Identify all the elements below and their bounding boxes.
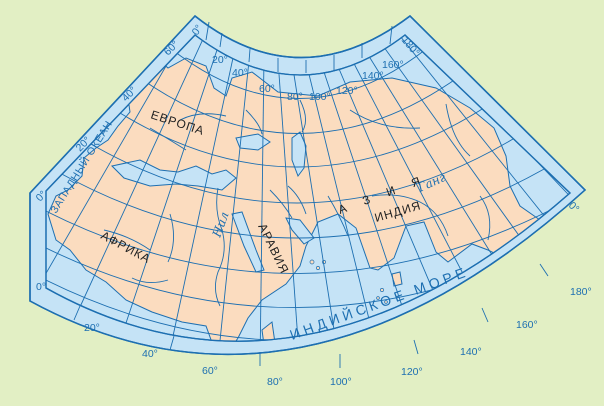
black-sea <box>235 133 271 151</box>
meridian-label-bottom: 20° <box>84 322 100 334</box>
meridian-label-bottom: 60° <box>202 365 218 377</box>
meridian-label-bottom: 180° <box>570 286 592 298</box>
river-nile <box>215 187 225 307</box>
meridian-label-top: 80° <box>287 91 303 103</box>
meridian-label-bottom: 40° <box>142 348 158 360</box>
meridian-label-top: 60° <box>259 83 275 95</box>
meridian-label-top: 160° <box>382 59 404 71</box>
mediterranean-sea <box>110 159 237 191</box>
parallel-label-left: 0° <box>36 281 46 293</box>
map-inner-border-top <box>45 34 571 342</box>
meridian-label-bottom: 140° <box>460 346 482 358</box>
meridian-label-bottom: 80° <box>267 376 283 388</box>
island-ceylon <box>391 271 403 287</box>
meridian-label-top: 140° <box>362 70 384 82</box>
island-sumatra <box>489 275 525 305</box>
river-ganges <box>371 194 449 237</box>
meridian-label-top: 100° <box>309 91 331 103</box>
rivers <box>103 99 491 307</box>
map-outer-border-top <box>29 14 587 355</box>
frame-ticks <box>73 21 549 368</box>
meridian-label-bottom: 100° <box>330 376 352 388</box>
meridian-label-bottom: 120° <box>401 366 423 378</box>
meridian-label-bottom: 160° <box>516 319 538 331</box>
meridian-labels-bottom: 20° 40° 60° 80° 100° 120° 140° 160° 180° <box>84 286 592 388</box>
caspian-sea <box>291 131 307 178</box>
red-sea <box>231 211 265 273</box>
meridian-label-top: 20° <box>212 54 228 66</box>
meridian-label-top: 40° <box>232 67 248 79</box>
meridian-label-top: 120° <box>336 85 358 97</box>
